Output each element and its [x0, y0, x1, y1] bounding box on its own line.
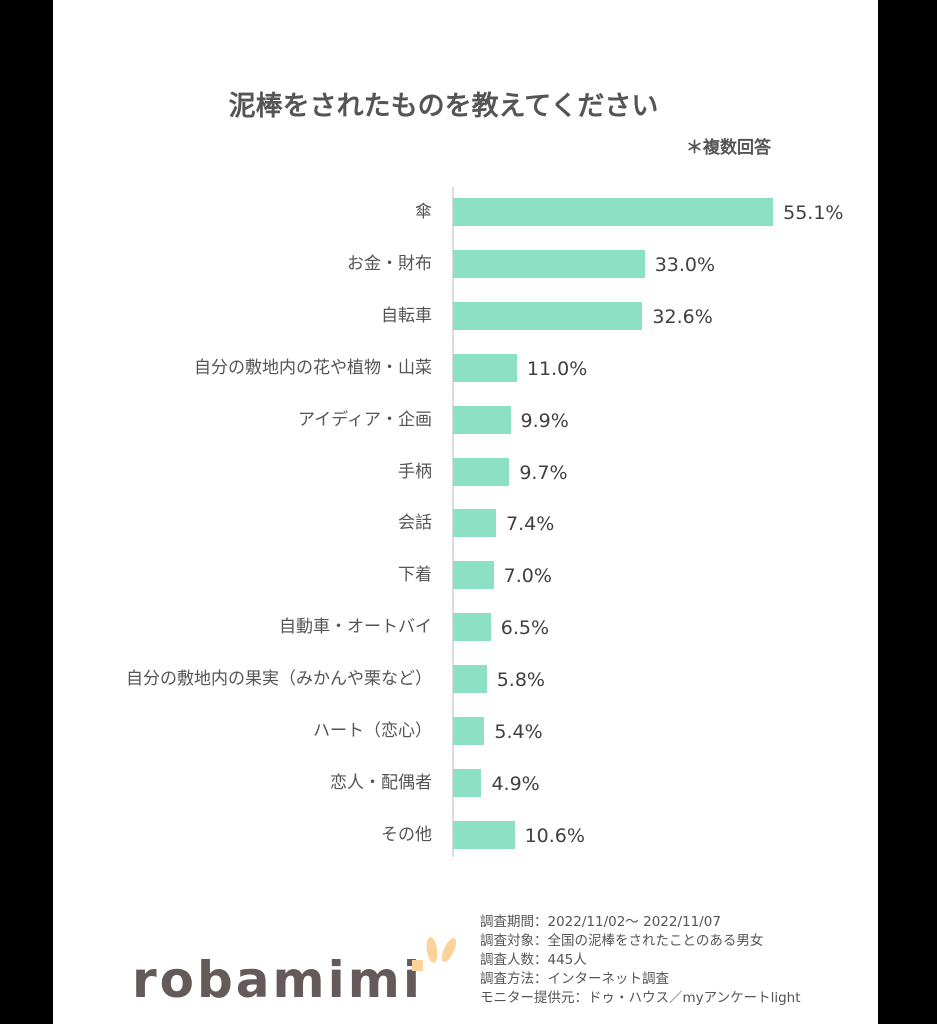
bar-row: 自分の敷地内の花や植物・山菜 11.0%	[53, 353, 878, 382]
survey-count: 調査人数：445人	[480, 952, 587, 968]
bar	[453, 405, 511, 434]
survey-info: 調査期間：2022/11/02～ 2022/11/07 調査対象：全国の泥棒をさ…	[480, 913, 801, 1008]
bar-row: その他 10.6%	[53, 820, 878, 849]
survey-target: 調査対象：全国の泥棒をされたことのある男女	[480, 933, 764, 949]
bar	[453, 249, 645, 278]
multiple-answer-note: ＊複数回答	[686, 138, 771, 158]
category-label: 手柄	[398, 461, 432, 482]
bar	[453, 768, 482, 797]
value-label: 6.5%	[500, 617, 550, 640]
value-label: 4.9%	[491, 772, 540, 795]
bar	[453, 613, 491, 642]
bar	[453, 665, 487, 694]
bar	[453, 561, 494, 590]
logo-i-dot	[412, 960, 423, 971]
category-label: 自分の敷地内の花や植物・山菜	[194, 357, 432, 378]
category-label: アイディア・企画	[298, 409, 432, 430]
value-label: 5.8%	[496, 669, 545, 692]
category-label: 自分の敷地内の果実（みかんや栗など）	[126, 669, 432, 690]
value-label: 7.0%	[503, 565, 552, 588]
bar-row: 会話 7.4%	[53, 509, 878, 538]
value-label: 5.4%	[494, 721, 543, 743]
bar	[453, 509, 496, 538]
value-label: 9.9%	[520, 409, 569, 432]
category-label: 自動車・オートバイ	[279, 617, 432, 638]
survey-provider: モニター提供元：ドゥ・ハウス／myアンケートlight	[480, 990, 801, 1006]
bar-row: 下着 7.0%	[53, 561, 878, 590]
chart-panel: 泥棒をされたものを教えてください ＊複数回答 傘 55.1% お金・財布 33.0% 自…	[53, 0, 878, 1024]
survey-method: 調査方法：インターネット調査	[480, 971, 669, 987]
logo-ear-left-icon	[425, 936, 439, 964]
bar-row: 手柄 9.7%	[53, 457, 878, 486]
logo-ear-right-icon	[438, 936, 460, 964]
bar	[453, 820, 515, 849]
chart-title: 泥棒をされたものを教えてください	[228, 91, 659, 122]
category-label: 自転車	[381, 305, 432, 326]
value-label: 33.0%	[654, 253, 716, 276]
bar-row: 傘 55.1%	[53, 198, 878, 226]
bar-row: アイディア・企画 9.9%	[53, 405, 878, 434]
bar-row: ハート（恋心） 5.4%	[53, 717, 878, 745]
bar-row: 自転車 32.6%	[53, 301, 878, 330]
bar-row: 自分の敷地内の果実（みかんや栗など） 5.8%	[53, 665, 878, 694]
category-label: お金・財布	[347, 253, 432, 274]
bar-row: 自動車・オートバイ 6.5%	[53, 613, 878, 642]
robamimi-logo: robamimi	[132, 951, 424, 1009]
bar	[453, 301, 643, 330]
bar	[453, 457, 510, 486]
bar	[453, 717, 485, 745]
value-label: 55.1%	[783, 202, 844, 224]
survey-period: 調査期間：2022/11/02～ 2022/11/07	[480, 914, 721, 930]
value-label: 7.4%	[505, 513, 555, 536]
value-label: 11.0%	[526, 357, 588, 380]
bar-row: お金・財布 33.0%	[53, 249, 878, 278]
category-label: ハート（恋心）	[313, 721, 432, 741]
category-label: その他	[381, 824, 432, 845]
bar	[453, 198, 774, 226]
category-label: 下着	[398, 565, 432, 586]
category-label: 会話	[398, 513, 432, 534]
value-label: 9.7%	[519, 461, 568, 484]
value-label: 10.6%	[524, 824, 585, 847]
value-label: 32.6%	[652, 305, 713, 328]
category-label: 恋人・配偶者	[330, 772, 432, 793]
category-label: 傘	[415, 202, 432, 222]
bar-row: 恋人・配偶者 4.9%	[53, 768, 878, 797]
bar	[453, 353, 517, 382]
